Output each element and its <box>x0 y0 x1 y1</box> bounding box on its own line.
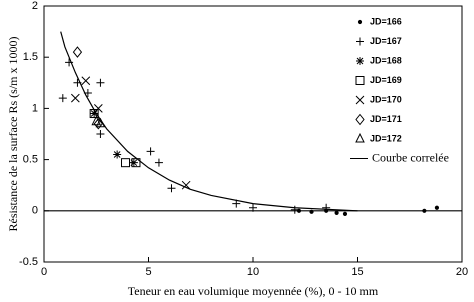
point <box>72 46 83 58</box>
legend-label: JD=166 <box>370 16 402 26</box>
x-tick-label: 15 <box>351 266 363 278</box>
point <box>81 76 91 86</box>
y-axis-title: Résistance de la surface Rs (s/m x 1000) <box>6 37 20 232</box>
point <box>70 93 80 103</box>
point <box>334 210 339 215</box>
x-tick-label: 10 <box>247 266 259 278</box>
legend-label: JD=169 <box>370 75 402 85</box>
y-tick-label: 0 <box>32 205 38 217</box>
point <box>154 158 163 167</box>
x-tick-label: 5 <box>145 266 151 278</box>
point <box>434 205 440 210</box>
y-tick-label: 1 <box>32 102 38 114</box>
point <box>422 208 427 213</box>
point <box>249 203 257 212</box>
y-tick-label: 1.5 <box>23 51 38 63</box>
point <box>167 184 176 193</box>
legend-marker <box>357 19 363 25</box>
point <box>91 115 102 126</box>
legend-label: JD=168 <box>370 55 402 65</box>
point <box>90 109 99 118</box>
x-tick-label: 20 <box>456 266 468 278</box>
legend-marker <box>355 113 365 126</box>
legend-marker <box>356 57 364 65</box>
legend-label: JD=172 <box>370 133 402 143</box>
y-tick-label: 2 <box>32 0 38 12</box>
legend-label: JD=171 <box>370 114 402 124</box>
legend-label: JD=170 <box>370 94 402 104</box>
x-tick-label: 0 <box>41 266 47 278</box>
legend-marker <box>356 37 364 46</box>
fitted-curve <box>60 31 358 212</box>
point <box>96 78 105 87</box>
point <box>96 130 105 138</box>
x-axis-title: Teneur en eau volumique moyennée (%), 0 … <box>128 284 379 298</box>
point <box>113 150 122 159</box>
point <box>93 104 103 113</box>
point <box>290 205 299 214</box>
legend-marker <box>355 76 365 85</box>
y-tick-label: 0.5 <box>23 154 38 166</box>
legend-label: JD=167 <box>370 36 402 46</box>
legend-marker <box>355 132 365 143</box>
point <box>121 158 131 168</box>
y-tick-label: -0.5 <box>19 256 38 268</box>
point <box>58 94 67 103</box>
point <box>322 203 331 212</box>
point <box>342 211 348 216</box>
point <box>309 209 314 214</box>
legend-marker <box>355 95 365 105</box>
point <box>146 147 155 156</box>
point <box>93 117 103 130</box>
point <box>181 180 191 190</box>
legend-label: Courbe correlée <box>372 150 449 164</box>
point <box>129 158 138 167</box>
